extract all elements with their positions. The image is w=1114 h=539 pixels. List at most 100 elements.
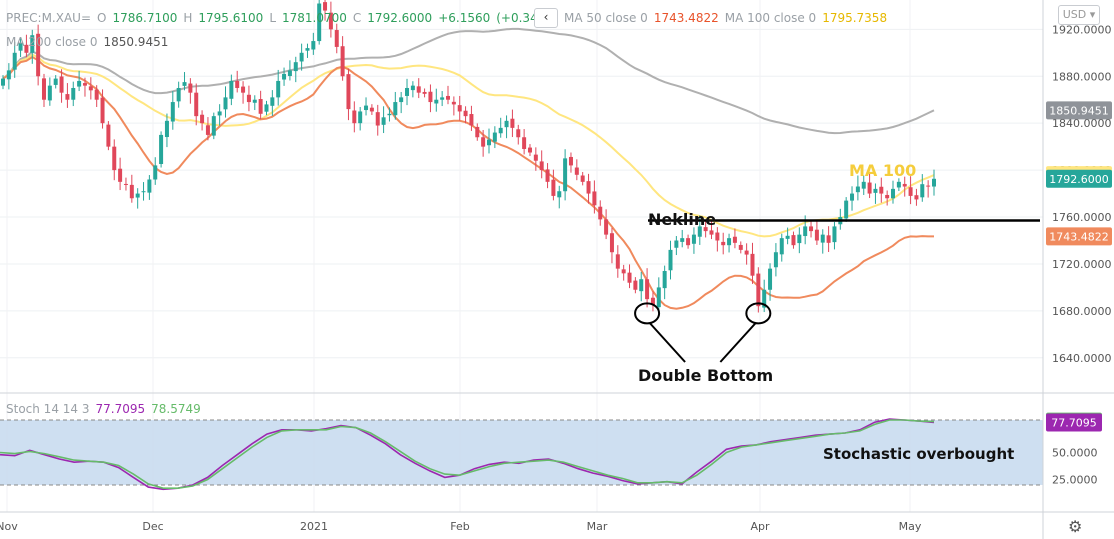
stoch-d-value: 78.5749 [151, 402, 201, 416]
candle-body [674, 240, 679, 248]
candle-body [270, 97, 275, 106]
candle-body [756, 273, 761, 307]
low-label: L [269, 11, 276, 25]
double-bottom-annotation: Double Bottom [638, 366, 774, 385]
candle-body [797, 234, 802, 244]
candle-body [369, 107, 374, 112]
collapse-legend-button[interactable]: ‹ [534, 8, 558, 28]
candle-body [732, 236, 737, 243]
candle-body [188, 83, 193, 93]
candle-body [656, 287, 661, 308]
candle-body [375, 112, 380, 126]
candle-body [364, 105, 369, 111]
candle-body [358, 111, 363, 124]
candle-body [820, 234, 825, 243]
candle-body [826, 235, 831, 243]
candle-body [557, 191, 562, 198]
candle-body [164, 120, 169, 138]
ma50-value-tag [1046, 227, 1112, 246]
candle-body [785, 235, 790, 239]
ma50-line [2, 55, 934, 310]
candle-body [258, 99, 263, 114]
candle-body [159, 134, 164, 165]
stoch-label[interactable]: Stoch 14 14 3 [6, 402, 90, 416]
candle-body [118, 168, 123, 182]
gear-icon[interactable]: ⚙ [1068, 519, 1083, 536]
candle-body [844, 200, 849, 219]
candle-body [293, 62, 298, 72]
candle-body [305, 48, 310, 51]
candle-body [680, 238, 685, 242]
candle-body [65, 94, 70, 100]
candle-body [850, 193, 855, 201]
candle-body [229, 80, 234, 99]
candle-body [475, 126, 480, 138]
candle-body [914, 195, 919, 200]
x-tick-label: Nov [0, 520, 18, 533]
candle-body [633, 280, 638, 290]
candle-body [457, 105, 462, 112]
candle-body [252, 99, 257, 103]
candle-body [71, 87, 76, 100]
candle-body [803, 226, 808, 237]
candle-body [715, 232, 720, 241]
candle-body [451, 101, 456, 105]
candle-body [896, 181, 901, 188]
ma200-label[interactable]: MA 200 close 0 [6, 35, 98, 49]
stoch-y-tick-label: 50.0000 [1052, 447, 1098, 460]
candle-body [276, 80, 281, 98]
candle-body [527, 147, 532, 153]
last-close-tag [1046, 169, 1112, 188]
currency-button[interactable]: USD ▾ [1058, 5, 1100, 25]
candle-body [486, 139, 491, 146]
symbol-label[interactable]: PREC:M.XAU= [6, 11, 92, 25]
ma100-value: 1795.7358 [822, 10, 888, 25]
candle-body [416, 86, 421, 93]
candle-body [604, 219, 609, 235]
candle-body [902, 183, 907, 187]
candle-body [170, 102, 175, 122]
candle-body [334, 30, 339, 47]
candle-body [317, 3, 322, 42]
stoch-d-line [0, 419, 935, 490]
stoch-y-tick-label: 25.0000 [1052, 474, 1098, 487]
candle-body [522, 137, 527, 149]
candle-body [112, 146, 117, 171]
candle-body [615, 254, 620, 269]
y-tick-label: 1880.0000 [1052, 70, 1112, 83]
candle-body [668, 249, 673, 271]
candle-body [18, 43, 23, 51]
candle-body [205, 125, 210, 135]
y-tick-label: 1760.0000 [1052, 211, 1112, 224]
candle-body [516, 129, 521, 138]
candle-body [598, 206, 603, 220]
stoch-k-value: 77.7095 [95, 402, 146, 416]
candle-body [346, 74, 351, 110]
candle-body [762, 289, 767, 308]
candle-body [855, 186, 860, 193]
candle-body [498, 127, 503, 134]
candle-body [299, 52, 304, 62]
y-tick-label: 1920.0000 [1052, 23, 1112, 36]
candle-body [428, 91, 433, 103]
candle-body [568, 156, 573, 166]
candle-body [153, 165, 158, 180]
candle-body [586, 181, 591, 194]
ma-legend: ‹ MA 50 close 0 1743.4822 MA 100 close 0 179… [534, 8, 893, 28]
candle-body [100, 97, 105, 124]
y-tick-label: 1840.0000 [1052, 117, 1112, 130]
y-tick-label: 1720.0000 [1052, 258, 1112, 271]
candle-body [592, 191, 597, 206]
candle-body [709, 230, 714, 235]
ma100-label[interactable]: MA 100 close 0 [724, 10, 817, 25]
candle-body [721, 241, 726, 246]
neckline-annotation: Nekline [648, 210, 717, 229]
close-label: C [352, 11, 362, 25]
ma50-label[interactable]: MA 50 close 0 [564, 10, 648, 25]
high-label: H [183, 11, 193, 25]
candle-body [510, 118, 515, 128]
ma50-value-tag-label: 1743.4822 [1049, 230, 1109, 243]
candle-body [697, 226, 702, 237]
candle-body [106, 124, 111, 147]
